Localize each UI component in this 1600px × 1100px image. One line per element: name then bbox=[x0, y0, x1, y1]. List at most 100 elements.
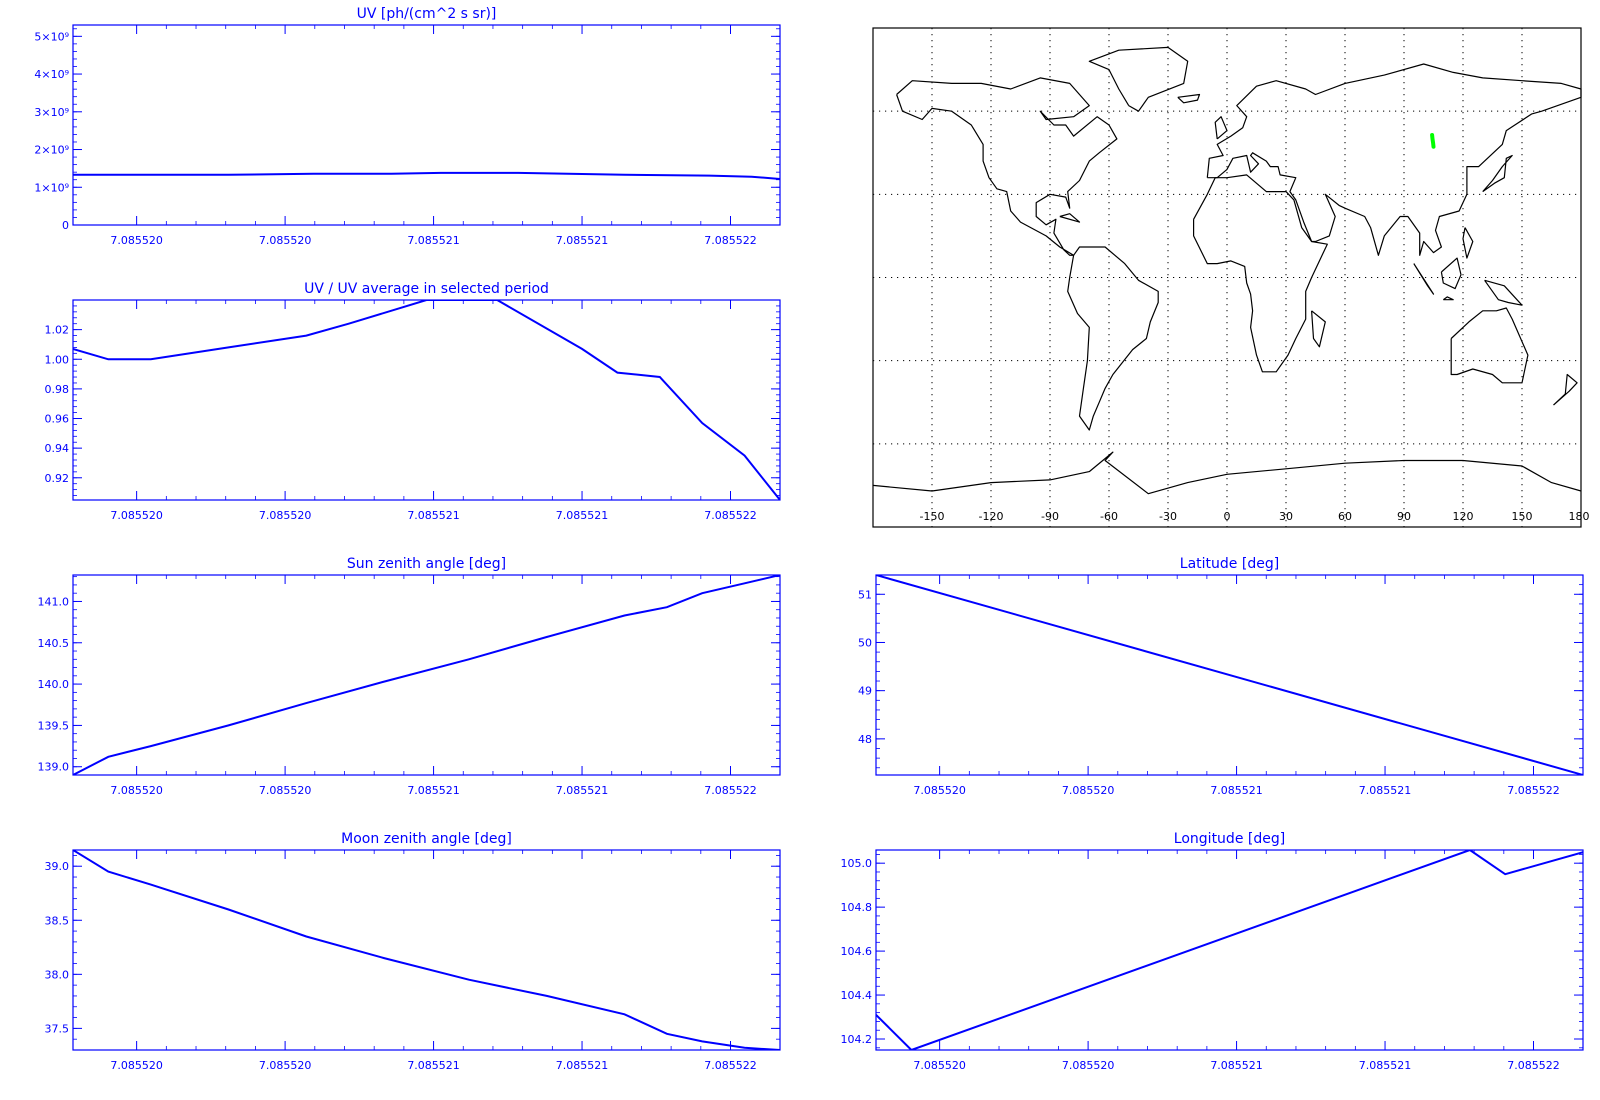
chart-latitude: Latitude [deg] 48 49 50 51 7.085520 7.085520 7.… bbox=[858, 556, 1584, 797]
plot-frame bbox=[72, 574, 781, 776]
x-tick-label: 7.085520 bbox=[110, 1059, 163, 1072]
chart-title: Longitude [deg] bbox=[1174, 831, 1285, 847]
map-lon-label: 30 bbox=[1279, 510, 1293, 523]
x-tick-label: 7.085521 bbox=[556, 1059, 609, 1072]
plot-frame bbox=[72, 24, 781, 226]
series-line bbox=[73, 171, 780, 180]
ground-track bbox=[1430, 133, 1436, 149]
x-tick-label: 7.085522 bbox=[704, 1059, 757, 1072]
x-tick-label: 7.085520 bbox=[259, 509, 312, 522]
y-tick-label: 139.0 bbox=[38, 761, 70, 774]
coastline bbox=[1450, 307, 1529, 384]
x-tick-label: 7.085522 bbox=[704, 509, 757, 522]
x-tick-label: 7.085520 bbox=[913, 784, 966, 797]
series-line bbox=[876, 850, 1583, 1050]
coastline bbox=[1442, 296, 1454, 301]
chart-sun-zenith: Sun zenith angle [deg] 139.0 139.5 140.0 140… bbox=[38, 556, 781, 797]
y-tick-label: 1.00 bbox=[45, 353, 70, 366]
coastlines bbox=[872, 46, 1582, 495]
y-tick-label: 49 bbox=[858, 685, 872, 698]
y-tick-label: 0.92 bbox=[45, 472, 70, 485]
coastline bbox=[1482, 154, 1513, 193]
x-tick-label: 7.085521 bbox=[556, 234, 609, 247]
x-tick-label: 7.085520 bbox=[259, 784, 312, 797]
plot-frame bbox=[72, 849, 781, 1051]
plot-frame bbox=[875, 849, 1584, 1051]
x-tick-label: 7.085520 bbox=[913, 1059, 966, 1072]
coastline bbox=[1484, 279, 1523, 306]
y-tick-label: 139.5 bbox=[38, 719, 70, 732]
series-line bbox=[73, 850, 780, 1050]
x-tick-label: 7.085522 bbox=[1507, 784, 1560, 797]
y-tick-label: 1×10⁹ bbox=[34, 181, 69, 194]
plot-frame bbox=[875, 574, 1584, 776]
chart-title: Latitude [deg] bbox=[1180, 556, 1279, 572]
series-line bbox=[876, 575, 1583, 775]
coastline bbox=[872, 451, 1582, 495]
x-tick-label: 7.085521 bbox=[556, 784, 609, 797]
y-tick-label: 38.0 bbox=[45, 968, 70, 981]
coastline bbox=[1462, 227, 1474, 259]
y-tick-label: 0 bbox=[62, 219, 69, 232]
y-tick-label: 3×10⁹ bbox=[34, 106, 69, 119]
coastline bbox=[1177, 93, 1201, 104]
coastline bbox=[1192, 174, 1328, 373]
y-tick-label: 140.0 bbox=[38, 678, 70, 691]
map-lon-label: 90 bbox=[1397, 510, 1411, 523]
coastline bbox=[1067, 246, 1159, 431]
map-lon-label: -150 bbox=[920, 510, 945, 523]
coastline bbox=[1214, 116, 1228, 140]
y-tick-label: 4×10⁹ bbox=[34, 68, 69, 81]
x-tick-label: 7.085521 bbox=[407, 234, 460, 247]
x-tick-label: 7.085521 bbox=[407, 1059, 460, 1072]
y-tick-label: 140.5 bbox=[38, 637, 70, 650]
chart-longitude: Longitude [deg] 104.2 104.4 104.6 104.8 105.0… bbox=[841, 831, 1584, 1072]
x-tick-label: 7.085522 bbox=[704, 784, 757, 797]
map-lon-label: 180 bbox=[1569, 510, 1590, 523]
map-lon-label: 150 bbox=[1512, 510, 1533, 523]
x-tick-label: 7.085520 bbox=[259, 1059, 312, 1072]
chart-moon-zenith: Moon zenith angle [deg] 37.5 38.0 38.5 39.0 7… bbox=[45, 831, 781, 1072]
chart-uv: UV [ph/(cm^2 s sr)] 0 1×10⁹ 2×10⁹ 3×10⁹ 4×10⁹… bbox=[34, 6, 781, 247]
x-tick-label: 7.085520 bbox=[1062, 784, 1115, 797]
y-tick-label: 105.0 bbox=[841, 857, 873, 870]
x-tick-label: 7.085521 bbox=[1210, 784, 1263, 797]
y-tick-label: 5×10⁹ bbox=[34, 30, 69, 43]
map-lon-label: -30 bbox=[1159, 510, 1177, 523]
y-tick-label: 0.94 bbox=[45, 442, 70, 455]
x-tick-label: 7.085520 bbox=[110, 784, 163, 797]
coastline bbox=[1553, 373, 1578, 406]
x-tick-label: 7.085521 bbox=[407, 784, 460, 797]
y-tick-label: 2×10⁹ bbox=[34, 144, 69, 157]
plot-frame bbox=[72, 299, 781, 501]
x-tick-label: 7.085522 bbox=[1507, 1059, 1560, 1072]
chart-uv-ratio: UV / UV average in selected period 0.92 0.… bbox=[45, 281, 781, 522]
coastline bbox=[1413, 263, 1435, 295]
x-tick-label: 7.085521 bbox=[1359, 1059, 1412, 1072]
coastline bbox=[1088, 46, 1189, 112]
series-line bbox=[73, 575, 780, 775]
map-lon-label: -90 bbox=[1041, 510, 1059, 523]
x-tick-label: 7.085521 bbox=[407, 509, 460, 522]
series-line bbox=[73, 300, 780, 500]
y-tick-label: 38.5 bbox=[45, 914, 70, 927]
y-tick-label: 39.0 bbox=[45, 860, 70, 873]
y-tick-label: 104.2 bbox=[841, 1033, 873, 1046]
x-tick-label: 7.085520 bbox=[1062, 1059, 1115, 1072]
map-lon-label: 0 bbox=[1224, 510, 1231, 523]
x-tick-label: 7.085520 bbox=[110, 234, 163, 247]
x-tick-label: 7.085520 bbox=[110, 509, 163, 522]
coastline bbox=[896, 77, 1118, 256]
map-lon-label: 60 bbox=[1338, 510, 1352, 523]
y-tick-label: 0.96 bbox=[45, 413, 70, 426]
chart-title: UV / UV average in selected period bbox=[304, 281, 549, 297]
y-tick-label: 51 bbox=[858, 588, 872, 601]
y-tick-label: 1.02 bbox=[45, 324, 70, 337]
y-tick-label: 104.6 bbox=[841, 945, 873, 958]
y-tick-label: 104.4 bbox=[841, 989, 873, 1002]
y-tick-label: 141.0 bbox=[38, 595, 70, 608]
x-tick-label: 7.085521 bbox=[556, 509, 609, 522]
map-lon-label: -60 bbox=[1100, 510, 1118, 523]
y-tick-label: 37.5 bbox=[45, 1022, 70, 1035]
